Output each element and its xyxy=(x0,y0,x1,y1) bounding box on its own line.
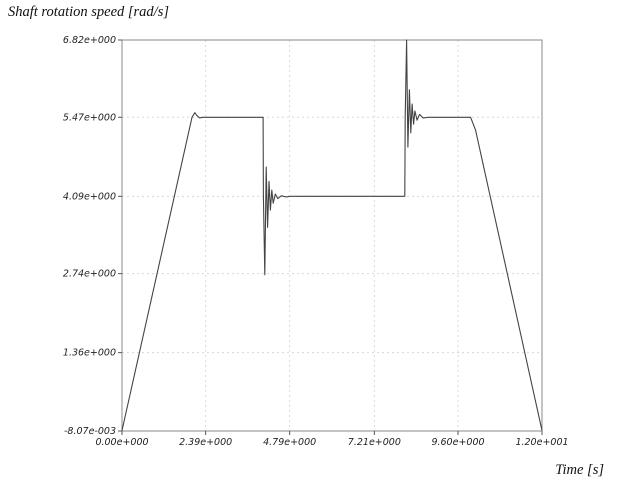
x-tick-label: 4.79e+000 xyxy=(263,437,316,448)
y-tick-label: 4.09e+000 xyxy=(63,191,116,202)
y-tick-label: 1.36e+000 xyxy=(63,348,116,359)
y-tick-label: 6.82e+000 xyxy=(63,35,116,46)
plot-frame xyxy=(121,39,543,432)
y-tick-label: 5.47e+000 xyxy=(63,112,116,123)
x-tick-label: 9.60e+000 xyxy=(431,437,484,448)
x-axis-title: Time [s] xyxy=(555,462,604,478)
x-tick-label: 1.20e+001 xyxy=(515,437,568,448)
y-tick-label: -8.07e-003 xyxy=(64,426,116,437)
y-tick-label: 2.74e+000 xyxy=(63,269,116,280)
series-line xyxy=(121,39,543,431)
x-tick-label: 0.00e+000 xyxy=(95,437,148,448)
x-tick-label: 7.21e+000 xyxy=(348,437,401,448)
y-axis-title: Shaft rotation speed [rad/s] xyxy=(8,4,169,20)
x-tick-label: 2.39e+000 xyxy=(179,437,232,448)
